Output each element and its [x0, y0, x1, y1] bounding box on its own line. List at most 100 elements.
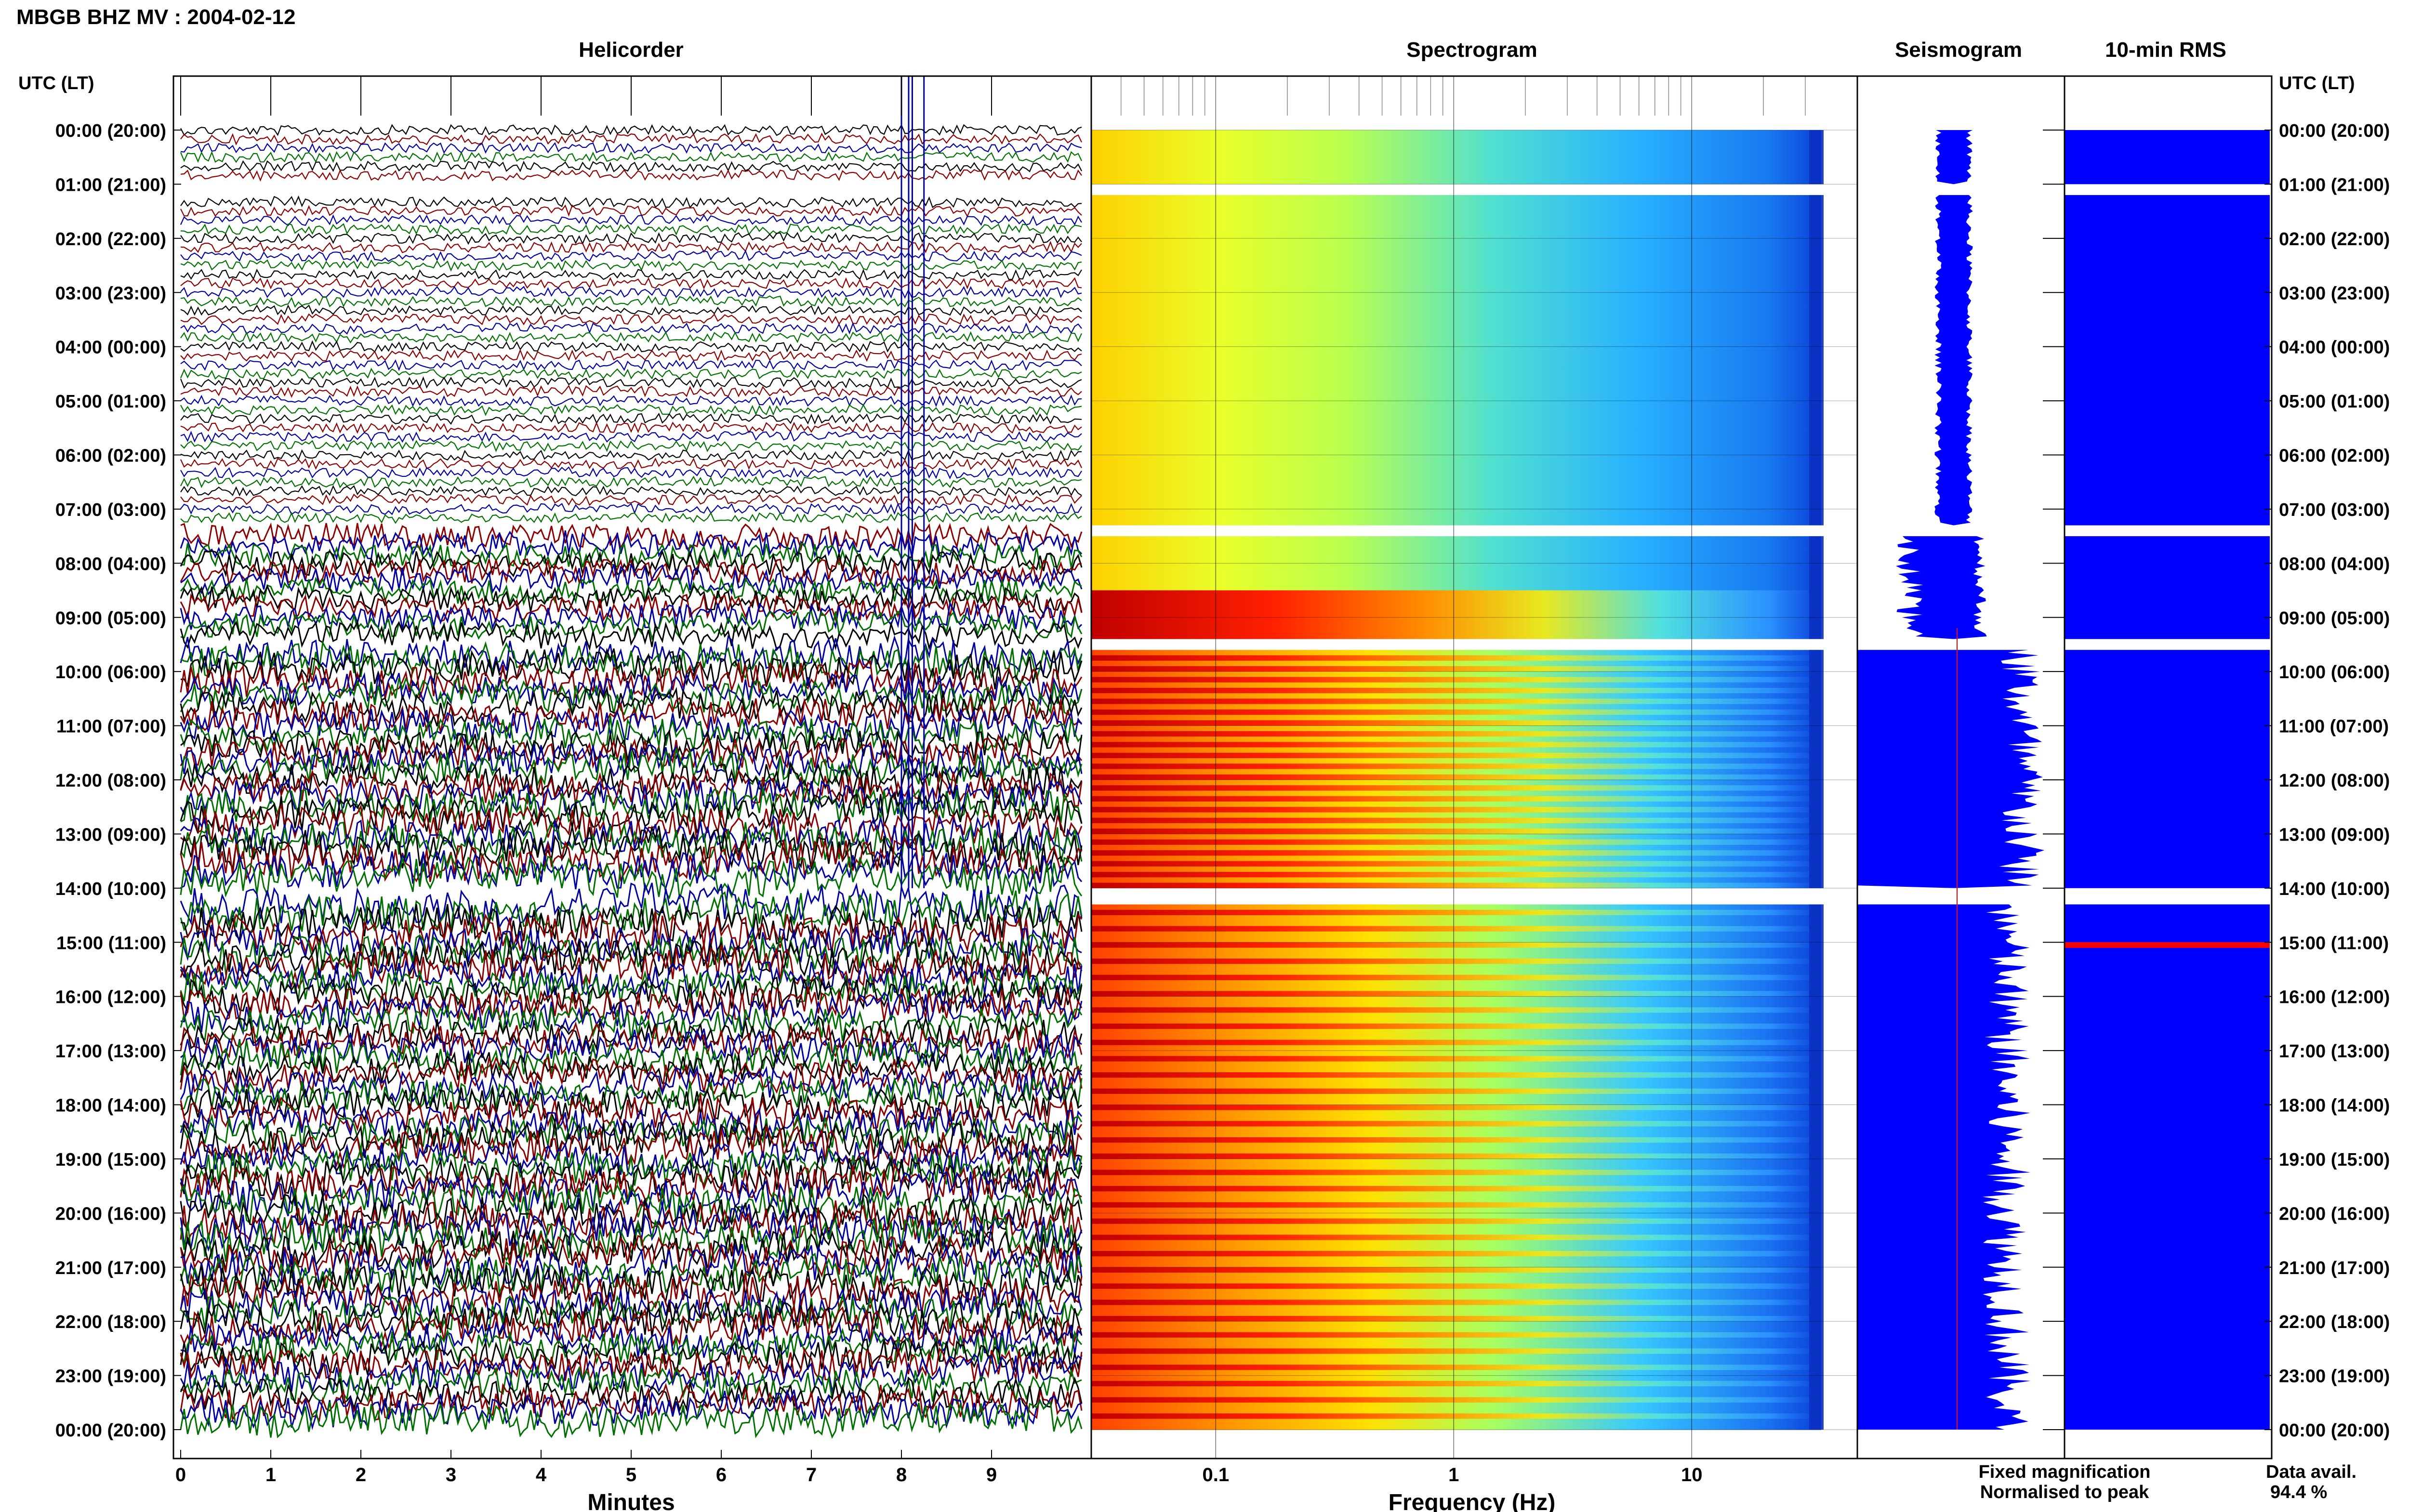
- helicorder-trace: [180, 672, 1083, 706]
- helicorder-trace: [180, 853, 1083, 900]
- helicorder-x-label: Minutes: [587, 1490, 675, 1512]
- y-tick-label-left: 12:00 (08:00): [55, 771, 166, 791]
- rms-peak: [2065, 942, 2270, 948]
- spectrogram-row: [1091, 872, 1821, 878]
- helicorder-trace: [180, 850, 1083, 890]
- spectrogram-row: [1091, 1283, 1821, 1289]
- spectrogram-row: [1091, 823, 1821, 829]
- helicorder-trace: [180, 475, 1082, 488]
- spectrogram-panel-title: Spectrogram: [1406, 38, 1537, 62]
- spectrogram-row: [1091, 1143, 1821, 1148]
- spectrogram-row: [1091, 341, 1821, 347]
- helicorder-x-tick-label: 1: [265, 1464, 276, 1486]
- spectrogram-row: [1091, 514, 1821, 520]
- helicorder-trace: [180, 466, 1082, 480]
- spectrogram-gap: [1091, 184, 1826, 195]
- spectrogram-row: [1091, 1408, 1821, 1414]
- spectrogram-row: [1091, 671, 1821, 677]
- spectrogram-row: [1091, 460, 1821, 466]
- spectrogram-row: [1091, 1359, 1821, 1365]
- y-tick-label-right: 06:00 (02:00): [2279, 446, 2390, 466]
- helicorder-trace: [180, 728, 1083, 764]
- spectrogram-row: [1091, 476, 1821, 483]
- spectrogram-row: [1091, 449, 1821, 456]
- y-tick-label-left: 22:00 (18:00): [55, 1312, 166, 1332]
- spectrogram-row: [1091, 802, 1821, 807]
- y-tick-label-right: 04:00 (00:00): [2279, 338, 2390, 358]
- spectrogram-row: [1091, 509, 1821, 515]
- y-tick-label-right: 15:00 (11:00): [2279, 933, 2389, 953]
- spectrogram-row: [1091, 1386, 1821, 1392]
- helicorder-trace: [180, 992, 1083, 1036]
- helicorder-trace: [180, 359, 1082, 371]
- spectrogram-row: [1091, 520, 1821, 526]
- spectrogram-row: [1091, 974, 1821, 981]
- y-tick-label-left: 14:00 (10:00): [55, 879, 166, 899]
- y-tick-label-left: 01:00 (21:00): [55, 175, 166, 195]
- spectrogram-row: [1091, 1337, 1821, 1343]
- spectrogram-row: [1091, 168, 1821, 174]
- spectrogram-row: [1091, 1061, 1821, 1067]
- spectrogram-row: [1091, 1164, 1821, 1170]
- spectrogram-row: [1091, 276, 1821, 282]
- spectrogram-row: [1091, 752, 1821, 759]
- helicorder-trace: [180, 685, 1083, 729]
- spectrogram-row: [1091, 855, 1821, 862]
- spectrogram-row: [1091, 1348, 1821, 1354]
- helicorder-trace: [180, 1169, 1083, 1217]
- y-tick-label-left: 09:00 (05:00): [55, 608, 166, 629]
- spectrogram-row: [1091, 357, 1821, 363]
- helicorder-trace: [180, 1182, 1083, 1229]
- spectrogram-row: [1091, 774, 1821, 780]
- helicorder-trace: [180, 1284, 1083, 1324]
- spectrogram-row: [1091, 693, 1821, 699]
- spectrogram-row: [1091, 1126, 1821, 1132]
- spectrogram-row: [1091, 422, 1821, 428]
- y-tick-label-right: 00:00 (20:00): [2279, 121, 2390, 141]
- spectrogram-row: [1091, 742, 1821, 748]
- spectrogram-row: [1091, 211, 1821, 217]
- axes: 00:00 (20:00) 00:00 (20:00) 01:00 (21:00) 0…: [55, 121, 2390, 1486]
- helicorder-trace: [180, 1039, 1083, 1078]
- spectrogram-row: [1091, 563, 1821, 569]
- spectrogram-row: [1091, 807, 1821, 813]
- spectrogram-row: [1091, 909, 1821, 916]
- spectrogram-row: [1091, 1245, 1821, 1251]
- y-tick-label-right: 19:00 (15:00): [2279, 1150, 2390, 1170]
- helicorder-trace: [180, 786, 1083, 824]
- spectrogram-row: [1091, 920, 1821, 927]
- y-tick-label-left: 03:00 (23:00): [55, 283, 166, 303]
- chart-title: MBGB BHZ MV : 2004-02-12: [16, 5, 295, 29]
- spectrogram-row: [1091, 309, 1821, 315]
- seismogram-plot: [1857, 130, 2065, 1430]
- spectrogram-row: [1091, 379, 1821, 385]
- helicorder-trace: [180, 449, 1082, 461]
- spectrogram-row: [1091, 1402, 1821, 1408]
- helicorder-trace: [180, 647, 1083, 690]
- spectrogram-row: [1091, 1110, 1821, 1116]
- y-tick-label-right: 14:00 (10:00): [2279, 879, 2390, 899]
- helicorder-x-tick-label: 9: [986, 1464, 997, 1486]
- spectrogram-row: [1091, 227, 1821, 234]
- helicorder-trace: [180, 583, 1083, 616]
- spectrogram-row: [1091, 195, 1821, 201]
- spectrogram-row: [1091, 785, 1821, 791]
- helicorder-trace: [180, 522, 1083, 552]
- rms-frame: [2064, 75, 2273, 1459]
- spectrogram-row: [1091, 1321, 1821, 1327]
- helicorder-trace: [180, 1214, 1083, 1262]
- helicorder-trace: [180, 1056, 1083, 1095]
- helicorder-trace: [180, 1320, 1083, 1358]
- helicorder-trace: [180, 985, 1083, 1022]
- y-tick-label-left: 16:00 (12:00): [55, 987, 166, 1008]
- spectrogram-row: [1091, 395, 1821, 401]
- spectrogram-row: [1091, 314, 1821, 320]
- rms-gap: [2065, 184, 2272, 195]
- spectrogram-row: [1091, 162, 1821, 169]
- spectrogram-row: [1091, 763, 1821, 770]
- spectrogram-row: [1091, 655, 1821, 661]
- helicorder-trace: [180, 502, 1082, 515]
- spectrogram-row: [1091, 552, 1821, 558]
- spectrogram-row: [1091, 1012, 1821, 1019]
- helicorder-trace: [180, 882, 1083, 931]
